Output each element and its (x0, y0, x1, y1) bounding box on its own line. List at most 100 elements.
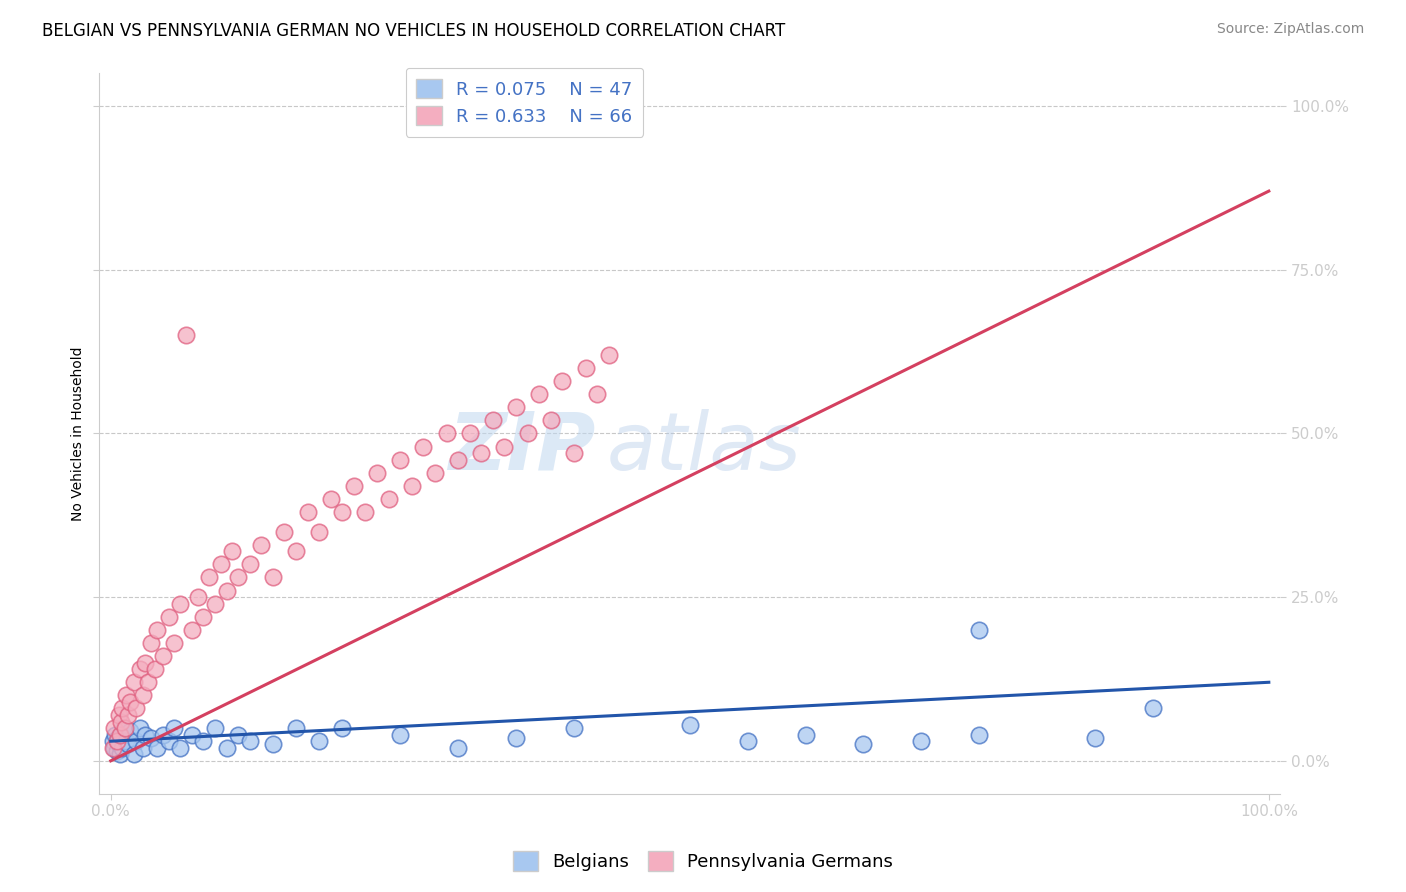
Point (101, 734, 124, 748)
Point (343, 479, 366, 493)
Point (110, 728, 132, 742)
Point (108, 708, 131, 723)
Point (330, 721, 353, 735)
Point (389, 728, 412, 742)
Point (505, 731, 527, 745)
Point (308, 524, 330, 539)
Point (134, 656, 156, 670)
Point (114, 734, 136, 748)
Point (122, 675, 145, 690)
Point (516, 426, 538, 441)
Point (204, 597, 226, 611)
Point (128, 721, 150, 735)
Point (152, 649, 174, 664)
Point (401, 479, 423, 493)
Point (134, 728, 156, 742)
Point (529, 387, 551, 401)
Point (308, 734, 330, 748)
Point (412, 440, 434, 454)
Point (209, 558, 232, 572)
Point (297, 505, 319, 519)
Point (105, 744, 128, 758)
Point (285, 721, 308, 735)
Point (221, 544, 243, 558)
Point (458, 426, 481, 441)
Point (107, 731, 129, 745)
Point (198, 570, 221, 584)
Point (104, 728, 127, 742)
Point (505, 401, 527, 415)
Point (330, 505, 353, 519)
Point (120, 724, 142, 739)
Point (366, 466, 388, 480)
Point (494, 440, 516, 454)
Point (157, 609, 180, 624)
Point (128, 662, 150, 676)
Point (204, 721, 226, 735)
Point (114, 689, 136, 703)
Point (125, 734, 148, 748)
Point (122, 747, 145, 762)
Point (141, 636, 163, 650)
Point (157, 734, 180, 748)
Point (125, 701, 148, 715)
Text: atlas: atlas (607, 409, 801, 487)
Point (226, 728, 249, 742)
Point (163, 636, 186, 650)
Point (180, 728, 202, 742)
Point (111, 701, 134, 715)
Y-axis label: No Vehicles in Household: No Vehicles in Household (72, 346, 86, 521)
Point (562, 446, 585, 460)
Point (114, 721, 136, 735)
Point (239, 558, 262, 572)
Point (117, 738, 139, 752)
Point (110, 714, 132, 729)
Point (226, 570, 249, 584)
Point (169, 740, 191, 755)
Point (180, 623, 202, 637)
Point (447, 452, 470, 467)
Point (117, 708, 139, 723)
Point (470, 446, 492, 460)
Point (482, 413, 505, 427)
Point (262, 738, 284, 752)
Text: Source: ZipAtlas.com: Source: ZipAtlas.com (1216, 22, 1364, 37)
Point (105, 734, 128, 748)
Point (143, 662, 166, 676)
Point (586, 387, 609, 401)
Point (737, 734, 759, 748)
Point (174, 328, 197, 343)
Point (319, 491, 342, 506)
Point (540, 413, 562, 427)
Point (377, 491, 399, 506)
Point (436, 426, 458, 441)
Point (163, 721, 186, 735)
Point (215, 583, 238, 598)
Point (250, 538, 273, 552)
Point (132, 740, 155, 755)
Point (562, 721, 585, 735)
Point (120, 695, 142, 709)
Legend: Belgians, Pennsylvania Germans: Belgians, Pennsylvania Germans (506, 844, 900, 879)
Point (136, 675, 159, 690)
Point (101, 740, 124, 755)
Point (108, 738, 131, 752)
Point (262, 570, 284, 584)
Point (141, 731, 163, 745)
Point (910, 734, 932, 748)
Point (423, 466, 446, 480)
Point (112, 721, 135, 735)
Point (969, 623, 991, 637)
Point (187, 590, 209, 604)
Point (193, 609, 215, 624)
Point (152, 728, 174, 742)
Point (103, 740, 125, 755)
Point (447, 740, 470, 755)
Point (132, 689, 155, 703)
Point (169, 597, 191, 611)
Point (108, 728, 131, 742)
Point (354, 505, 377, 519)
Point (1084, 731, 1107, 745)
Point (215, 740, 238, 755)
Point (794, 728, 817, 742)
